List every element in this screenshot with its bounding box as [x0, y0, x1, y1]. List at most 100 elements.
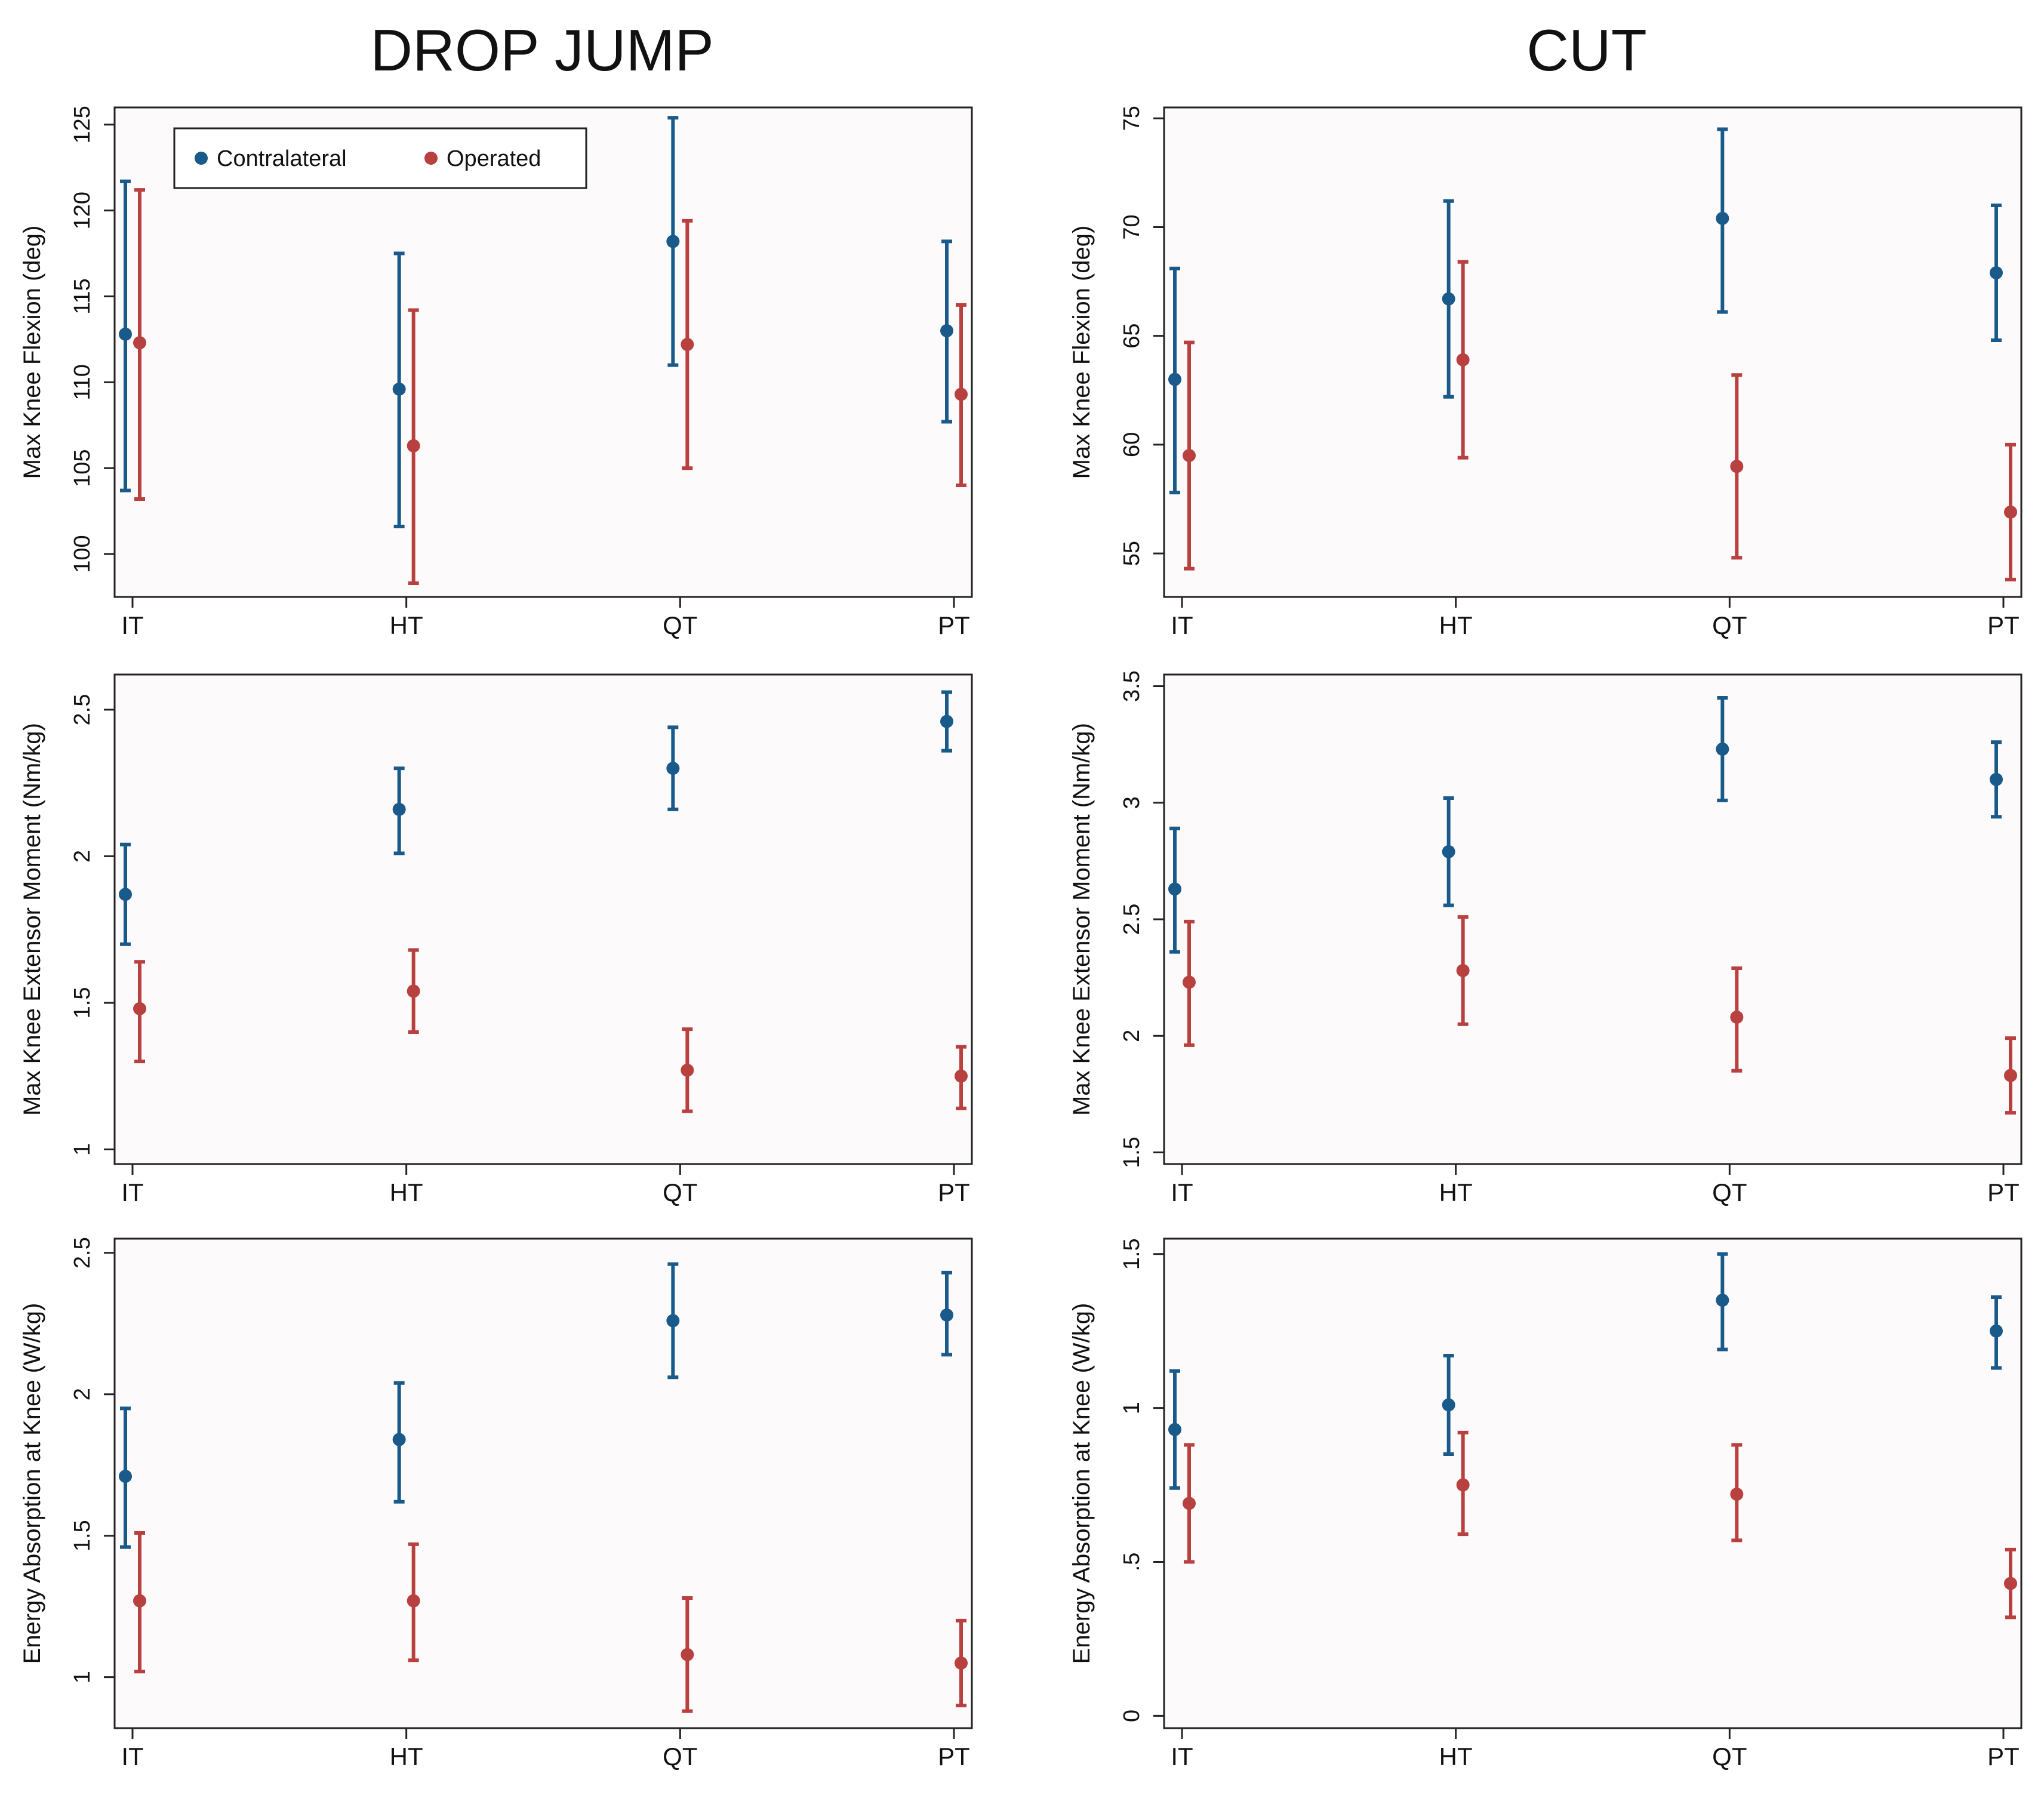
x-category-label: QT [1712, 611, 1747, 639]
plot-area [113, 673, 973, 1165]
y-tick-label: 75 [1119, 106, 1144, 131]
y-axis-title: Max Knee Flexion (deg) [1069, 226, 1095, 479]
operated-mean-point [133, 336, 146, 350]
contralateral-mean-point [392, 1433, 406, 1446]
operated-mean-point [1183, 975, 1196, 989]
y-tick-label: 110 [70, 364, 95, 401]
contralateral-mean-point [392, 382, 406, 396]
y-tick-label: 1.5 [1119, 1137, 1144, 1168]
plot-area [113, 1237, 973, 1729]
y-tick-label: 2 [1119, 1030, 1144, 1042]
contralateral-mean-point [940, 715, 953, 728]
legend-label-operated: Operated [447, 146, 541, 171]
y-tick-label: 1.5 [1119, 1238, 1144, 1270]
contralateral-mean-point [1442, 292, 1455, 306]
operated-mean-point [1730, 1488, 1744, 1501]
y-axis-title: Max Knee Extensor Moment (Nm/kg) [19, 723, 45, 1116]
panel-drop-jump-row2: 1 1.5 2 2.5 Max Knee Extensor Moment (Nm/kg)… [19, 673, 973, 1206]
y-tick-label: 65 [1119, 324, 1144, 349]
contralateral-mean-point [1442, 1398, 1455, 1412]
y-tick-label: 125 [70, 106, 95, 143]
y-axis-title: Max Knee Flexion (deg) [19, 226, 45, 479]
x-category-label: QT [1712, 1742, 1747, 1771]
x-category-label: PT [938, 1178, 970, 1206]
x-category-label: IT [121, 1742, 143, 1771]
contralateral-mean-point [119, 327, 132, 341]
contralateral-mean-point [1168, 372, 1181, 386]
x-category-label: IT [1171, 1742, 1193, 1771]
x-category-label: HT [1439, 1742, 1473, 1771]
y-tick-label: 2.5 [70, 1237, 95, 1268]
panel-drop-jump-row1: 100 105 110 115 120 125 Max Knee Flexion (deg)… [19, 106, 973, 639]
x-category-label: QT [663, 1178, 697, 1206]
contralateral-mean-point [1168, 882, 1181, 896]
x-category-label: QT [1712, 1178, 1747, 1206]
y-tick-label: 2 [70, 850, 95, 863]
y-tick-label: 55 [1119, 541, 1144, 566]
plot-area [113, 106, 973, 598]
operated-mean-point [133, 1002, 146, 1015]
legend: Contralateral Operated [173, 127, 587, 189]
contralateral-mean-point [1990, 266, 2003, 279]
plot-area [1163, 673, 2023, 1165]
x-category-label: HT [1439, 1178, 1473, 1206]
panel-drop-jump-row3: 1 1.5 2 2.5 Energy Absorption at Knee (W/kg)… [19, 1237, 973, 1771]
contralateral-mean-point [1990, 772, 2003, 786]
contralateral-mean-point [119, 1470, 132, 1483]
legend-marker-operated [424, 152, 438, 165]
x-category-label: PT [938, 1742, 970, 1771]
y-tick-label: 3.5 [1119, 670, 1144, 702]
contralateral-mean-point [1168, 1423, 1181, 1436]
contralateral-mean-point [1716, 1294, 1729, 1307]
y-axis-title: Energy Absorption at Knee (W/kg) [19, 1303, 45, 1664]
x-category-label: PT [938, 611, 970, 639]
y-tick-label: 1 [1119, 1402, 1144, 1414]
y-tick-label: 1 [70, 1671, 95, 1683]
y-tick-label: 0 [1119, 1710, 1144, 1722]
x-category-label: HT [390, 611, 423, 639]
x-category-label: PT [1987, 611, 2020, 639]
x-category-label: PT [1987, 1742, 2020, 1771]
legend-marker-contralateral [195, 152, 208, 165]
operated-mean-point [2004, 1069, 2017, 1082]
y-tick-label: .5 [1119, 1553, 1144, 1572]
x-category-label: IT [1171, 611, 1193, 639]
y-tick-label: 2.5 [1119, 904, 1144, 935]
column-title-drop-jump: DROP JUMP [370, 17, 713, 83]
panel-cut-row3: 0 .5 1 1.5 Energy Absorption at Knee (W/kg) I… [1069, 1237, 2023, 1771]
x-category-label: HT [390, 1178, 423, 1206]
plot-area [1163, 1237, 2023, 1729]
contralateral-mean-point [666, 1314, 680, 1328]
contralateral-mean-point [666, 235, 680, 248]
operated-mean-point [681, 338, 694, 352]
y-tick-label: 120 [70, 192, 95, 229]
y-axis-title: Max Knee Extensor Moment (Nm/kg) [1069, 723, 1095, 1116]
x-category-label: HT [1439, 611, 1473, 639]
x-category-label: IT [121, 1178, 143, 1206]
panel-cut-row1: 55 60 65 70 75 Max Knee Flexion (deg) IT HT QT PT [1069, 106, 2023, 639]
x-category-label: IT [121, 611, 143, 639]
operated-mean-point [2004, 505, 2017, 519]
operated-mean-point [1183, 449, 1196, 463]
x-category-label: QT [663, 611, 697, 639]
operated-mean-point [681, 1063, 694, 1077]
y-tick-label: 115 [70, 278, 95, 315]
operated-mean-point [1456, 963, 1470, 977]
y-tick-label: 60 [1119, 432, 1144, 457]
y-tick-label: 2.5 [70, 694, 95, 726]
operated-mean-point [1456, 353, 1470, 367]
x-category-label: IT [1171, 1178, 1193, 1206]
contralateral-mean-point [1716, 742, 1729, 756]
legend-box [173, 127, 587, 189]
y-tick-label: 1.5 [70, 987, 95, 1019]
operated-mean-point [955, 1069, 968, 1083]
plot-area [1163, 106, 2023, 598]
contralateral-mean-point [1990, 1324, 2003, 1338]
contralateral-mean-point [1442, 845, 1455, 858]
contralateral-mean-point [940, 1308, 953, 1322]
contralateral-mean-point [1716, 211, 1729, 225]
operated-mean-point [955, 1656, 968, 1670]
operated-mean-point [1456, 1478, 1470, 1492]
